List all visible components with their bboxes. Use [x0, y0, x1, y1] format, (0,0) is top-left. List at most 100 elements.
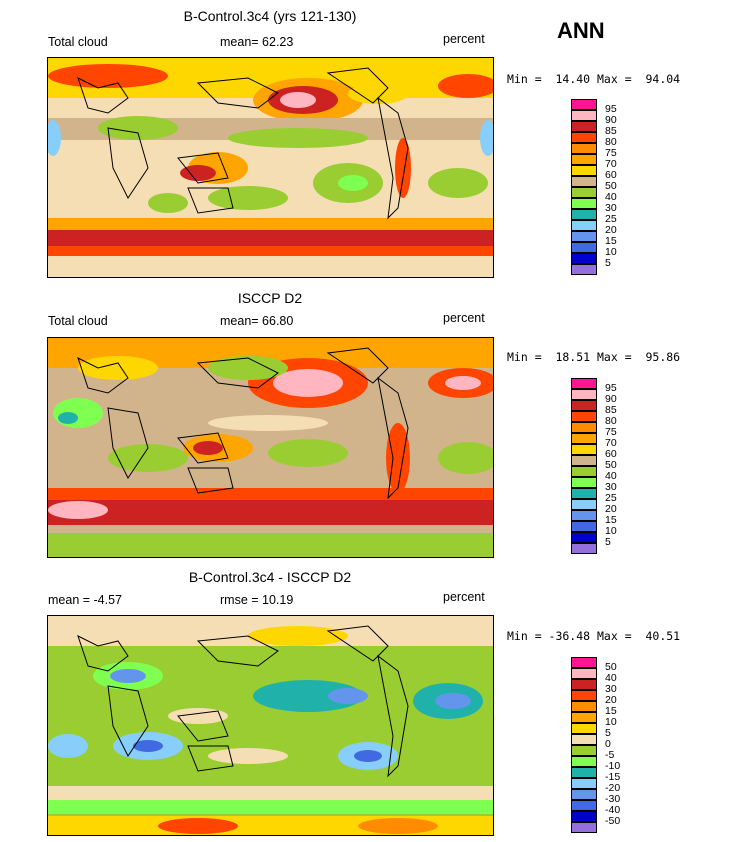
panel2-units: percent — [443, 311, 485, 325]
colorbar-cell — [571, 712, 597, 723]
colorbar-cell — [571, 198, 597, 209]
panel3-mean: mean = -4.57 — [48, 593, 123, 607]
colorbar-cell — [571, 154, 597, 165]
colorbar-cell — [571, 488, 597, 499]
colorbar-cell — [571, 466, 597, 477]
colorbar-tick: 5 — [605, 257, 611, 269]
colorbar-tick: 15 — [605, 235, 617, 247]
colorbar-cell — [571, 690, 597, 701]
colorbar-cell — [571, 679, 597, 690]
colorbar-tick: 50 — [605, 180, 617, 192]
colorbar-cell — [571, 789, 597, 800]
colorbar-tick: -30 — [605, 793, 621, 805]
colorbar-tick: -10 — [605, 760, 621, 772]
colorbar-tick: -20 — [605, 782, 621, 794]
colorbar-tick: 95 — [605, 103, 617, 115]
panel3-title: B-Control.3c4 - ISCCP D2 — [188, 569, 352, 585]
colorbar-tick: -5 — [605, 749, 615, 761]
colorbar-tick: 30 — [605, 202, 617, 214]
panel3-rmse: rmse = 10.19 — [220, 593, 294, 607]
colorbar-cell — [571, 822, 597, 833]
colorbar-tick: 20 — [605, 503, 617, 515]
colorbar-tick: 5 — [605, 536, 611, 548]
colorbar-tick: 50 — [605, 661, 617, 673]
colorbar-tick: 0 — [605, 738, 611, 750]
colorbar-tick: 80 — [605, 415, 617, 427]
colorbar-cell — [571, 253, 597, 264]
colorbar-tick: 25 — [605, 213, 617, 225]
colorbar-cell — [571, 756, 597, 767]
colorbar-tick: 70 — [605, 437, 617, 449]
colorbar-cell — [571, 657, 597, 668]
colorbar-cell — [571, 499, 597, 510]
colorbar-cell — [571, 99, 597, 110]
colorbar-tick: 20 — [605, 224, 617, 236]
colorbar-cell — [571, 209, 597, 220]
colorbar-cell — [571, 165, 597, 176]
colorbar-tick: 40 — [605, 191, 617, 203]
colorbar-tick: 90 — [605, 114, 617, 126]
panel3-map — [47, 615, 494, 836]
panel2-minmax: Min = 18.51 Max = 95.86 — [507, 350, 681, 364]
colorbar-cell — [571, 455, 597, 466]
colorbar-cell — [571, 422, 597, 433]
colorbar-cell — [571, 242, 597, 253]
colorbar-tick: -40 — [605, 804, 621, 816]
colorbar-cell — [571, 220, 597, 231]
colorbar-tick: 85 — [605, 404, 617, 416]
colorbar-tick: 90 — [605, 393, 617, 405]
colorbar-tick: 30 — [605, 481, 617, 493]
colorbar-tick: 25 — [605, 492, 617, 504]
colorbar-cell — [571, 400, 597, 411]
colorbar-cell — [571, 800, 597, 811]
colorbar-tick: 70 — [605, 158, 617, 170]
colorbar-cell — [571, 532, 597, 543]
colorbar-cell — [571, 187, 597, 198]
colorbar-tick: 15 — [605, 514, 617, 526]
colorbar-tick: 85 — [605, 125, 617, 137]
colorbar-tick: 20 — [605, 694, 617, 706]
colorbar-cell — [571, 132, 597, 143]
colorbar-cell — [571, 389, 597, 400]
colorbar-cell — [571, 110, 597, 121]
panel1-units: percent — [443, 32, 485, 46]
colorbar-cell — [571, 734, 597, 745]
colorbar-cell — [571, 264, 597, 275]
colorbar-cell — [571, 811, 597, 822]
colorbar-tick: 15 — [605, 705, 617, 717]
colorbar-cell — [571, 510, 597, 521]
colorbar-cell — [571, 745, 597, 756]
colorbar-cell — [571, 411, 597, 422]
colorbar-tick: -50 — [605, 815, 621, 827]
colorbar-cell — [571, 378, 597, 389]
panel2-mean: mean= 66.80 — [220, 314, 294, 328]
colorbar-cell — [571, 231, 597, 242]
panel2-variable: Total cloud — [48, 314, 108, 328]
colorbar-tick: 75 — [605, 147, 617, 159]
colorbar-cell — [571, 701, 597, 712]
colorbar-cell — [571, 778, 597, 789]
colorbar-cell — [571, 143, 597, 154]
panel3-units: percent — [443, 590, 485, 604]
colorbar-tick: 60 — [605, 169, 617, 181]
colorbar-tick: 50 — [605, 459, 617, 471]
colorbar-cell — [571, 444, 597, 455]
colorbar-tick: 10 — [605, 525, 617, 537]
panel2-title: ISCCP D2 — [237, 290, 303, 306]
season-label: ANN — [557, 18, 605, 43]
colorbar-tick: 80 — [605, 136, 617, 148]
colorbar-tick: 40 — [605, 470, 617, 482]
colorbar-cell — [571, 668, 597, 679]
panel1-mean: mean= 62.23 — [220, 35, 294, 49]
colorbar-cell — [571, 433, 597, 444]
panel1-variable: Total cloud — [48, 35, 108, 49]
colorbar-tick: 40 — [605, 672, 617, 684]
colorbar-tick: 75 — [605, 426, 617, 438]
panel3-minmax: Min = -36.48 Max = 40.51 — [507, 629, 681, 643]
colorbar-tick: 60 — [605, 448, 617, 460]
colorbar-cell — [571, 767, 597, 778]
panel2-map — [47, 337, 494, 558]
colorbar-tick: -15 — [605, 771, 621, 783]
colorbar-cell — [571, 723, 597, 734]
colorbar-tick: 5 — [605, 727, 611, 739]
